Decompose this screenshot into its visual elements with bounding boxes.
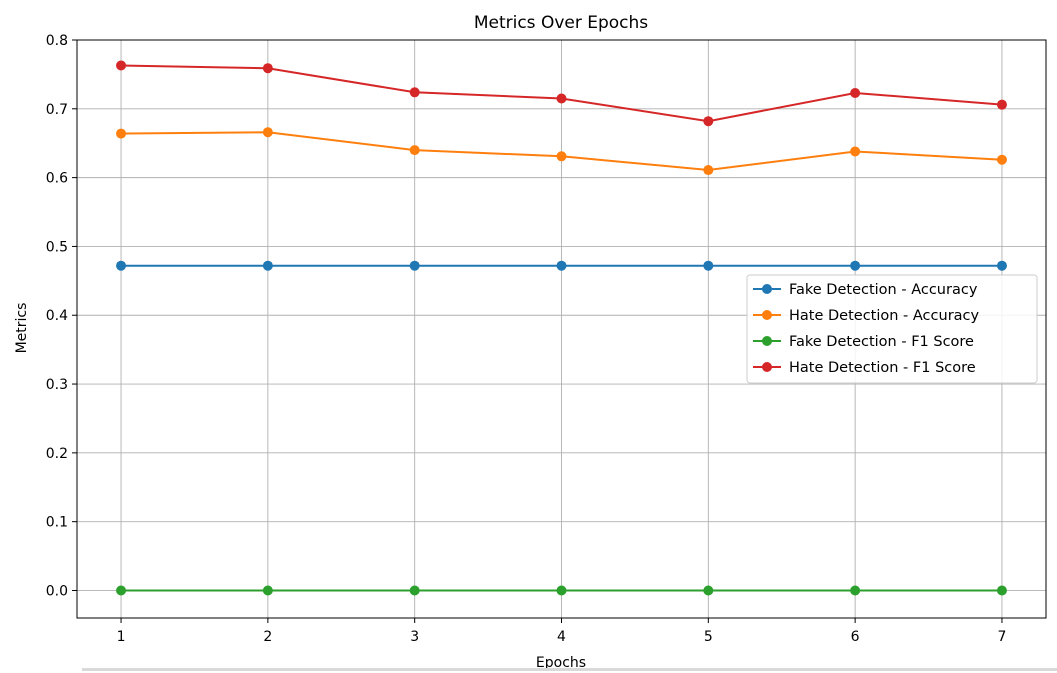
legend-box — [746, 274, 1038, 384]
data-point — [262, 585, 273, 596]
y-tick-label: 0.1 — [46, 515, 68, 531]
data-point — [409, 145, 420, 156]
y-tick-label: 0.4 — [46, 308, 68, 324]
data-point — [409, 585, 420, 596]
data-point — [262, 260, 273, 271]
legend-label: Hate Detection - Accuracy — [789, 308, 980, 324]
series-1 — [116, 260, 1007, 271]
y-tick-label: 0.0 — [46, 583, 68, 599]
legend-swatch-marker — [762, 362, 772, 372]
legend-swatch-marker — [762, 310, 772, 320]
data-point — [116, 128, 127, 139]
legend-label: Fake Detection - F1 Score — [789, 334, 974, 350]
series-3 — [116, 585, 1007, 596]
data-point — [556, 260, 567, 271]
data-point — [996, 99, 1007, 110]
x-tick-label: 1 — [117, 629, 126, 645]
y-tick-label: 0.6 — [46, 171, 68, 187]
data-point — [409, 87, 420, 98]
legend: Fake Detection - Accuracy Hate Detection … — [746, 274, 1038, 384]
legend-item: Fake Detection - F1 Score — [753, 334, 974, 350]
legend-swatch-marker — [762, 336, 772, 346]
data-point — [703, 116, 714, 127]
y-tick-label: 0.3 — [46, 377, 68, 393]
legend-label: Hate Detection - F1 Score — [789, 360, 976, 376]
x-tick-label: 7 — [997, 629, 1006, 645]
data-point — [850, 260, 861, 271]
data-point — [262, 127, 273, 138]
series-2 — [116, 127, 1007, 176]
data-point — [556, 151, 567, 162]
data-point — [556, 93, 567, 104]
data-point — [116, 585, 127, 596]
data-point — [116, 60, 127, 71]
y-tick-label: 0.5 — [46, 239, 68, 255]
data-point — [262, 63, 273, 74]
data-point — [850, 146, 861, 157]
legend-label: Fake Detection - Accuracy — [789, 282, 978, 298]
data-point — [116, 260, 127, 271]
x-tick-label: 4 — [557, 629, 566, 645]
data-point — [996, 585, 1007, 596]
series-4 — [116, 60, 1007, 127]
x-tick-label: 6 — [851, 629, 860, 645]
data-point — [409, 260, 420, 271]
chart-title: Metrics Over Epochs — [474, 13, 648, 33]
data-point — [996, 260, 1007, 271]
legend-item: Fake Detection - Accuracy — [753, 282, 978, 298]
data-point — [850, 585, 861, 596]
legend-item: Hate Detection - Accuracy — [753, 308, 980, 324]
data-point — [556, 585, 567, 596]
y-axis-label: Metrics — [14, 303, 30, 354]
data-point — [703, 585, 714, 596]
y-tick-label: 0.7 — [46, 102, 68, 118]
ticks: 1 2 3 4 5 6 7 0.0 0.1 0.2 0.3 0.4 0.5 0.6 0.7 0.8 — [46, 33, 1007, 645]
bottom-edge-strip — [82, 668, 1057, 671]
data-point — [996, 154, 1007, 165]
x-tick-label: 3 — [410, 629, 419, 645]
data-point — [703, 260, 714, 271]
x-tick-label: 5 — [704, 629, 713, 645]
legend-swatch-marker — [762, 284, 772, 294]
x-axis-label: Epochs — [536, 655, 586, 671]
series-layer — [116, 60, 1007, 596]
data-point — [703, 165, 714, 176]
y-tick-label: 0.8 — [46, 33, 68, 49]
x-tick-label: 2 — [263, 629, 272, 645]
data-point — [850, 87, 861, 98]
legend-item: Hate Detection - F1 Score — [753, 360, 976, 376]
y-tick-label: 0.2 — [46, 446, 68, 462]
